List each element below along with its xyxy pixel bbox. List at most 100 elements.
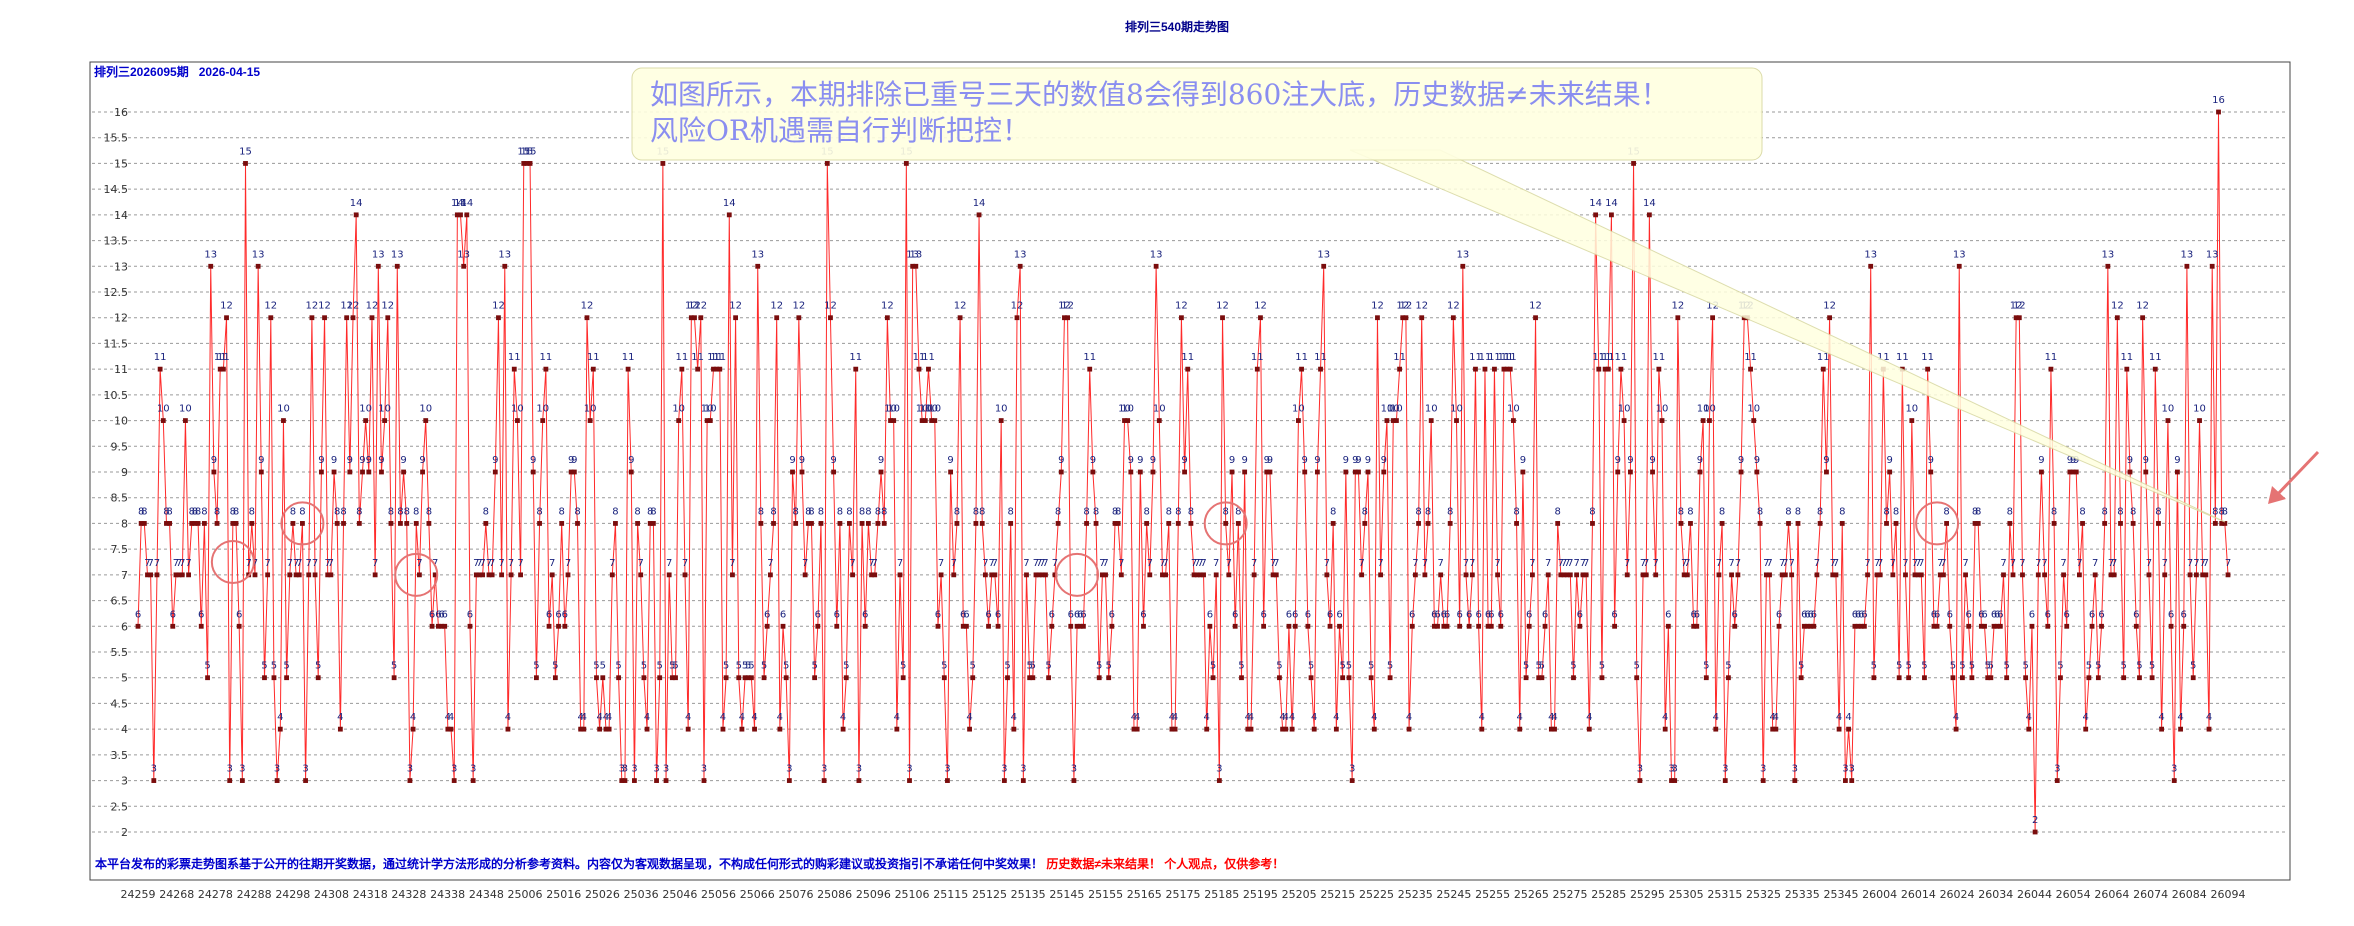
y-tick-label: 3: [121, 775, 128, 788]
data-point: [1558, 572, 1564, 578]
data-label: 4: [445, 712, 451, 723]
data-point: [1928, 469, 1934, 475]
data-label: 10: [1292, 404, 1305, 415]
data-point: [590, 366, 596, 372]
data-point: [964, 623, 969, 629]
data-point: [897, 572, 903, 578]
data-point: [2045, 623, 2051, 629]
data-label: 5: [2190, 661, 2196, 672]
data-label: 7: [1147, 558, 1153, 569]
data-label: 7: [1529, 558, 1535, 569]
data-point: [1074, 623, 1080, 629]
data-point: [967, 726, 972, 732]
data-point: [1213, 572, 1219, 578]
data-point: [1220, 315, 1225, 321]
data-point: [1871, 675, 1877, 681]
data-label: 11: [913, 352, 926, 363]
data-point: [1501, 366, 1507, 372]
data-point: [878, 469, 884, 475]
data-label: 13: [1150, 249, 1163, 260]
data-label: 9: [347, 455, 353, 466]
data-point: [2029, 623, 2035, 629]
data-label: 7: [1640, 558, 1646, 569]
data-label: 7: [1788, 558, 1794, 569]
data-label: 7: [1036, 558, 1042, 569]
data-point: [2020, 572, 2025, 578]
data-label: 11: [1615, 352, 1628, 363]
data-point: [556, 623, 561, 629]
y-tick-label: 9.5: [111, 440, 129, 453]
data-point: [1846, 726, 1851, 732]
data-label: 11: [1251, 352, 1264, 363]
data-point: [1352, 469, 1358, 475]
data-label: 3: [701, 764, 707, 775]
data-label: 7: [1937, 558, 1943, 569]
data-point: [1599, 675, 1605, 681]
x-tick-label: 24318: [353, 888, 388, 901]
data-point: [881, 521, 887, 526]
data-label: 8: [1975, 506, 1981, 517]
x-tick-label: 25135: [1011, 888, 1046, 901]
data-point: [300, 521, 305, 526]
data-point: [783, 675, 789, 681]
data-point: [1893, 521, 1899, 526]
data-point: [688, 315, 694, 321]
data-label: 11: [707, 352, 720, 363]
data-label: 7: [1469, 558, 1475, 569]
data-label: 7: [1766, 558, 1772, 569]
data-point: [1077, 623, 1083, 629]
data-label: 14: [1605, 198, 1618, 209]
data-point: [385, 315, 391, 321]
data-point: [1514, 521, 1519, 526]
data-label: 12: [1011, 301, 1024, 312]
data-label: 7: [2111, 558, 2117, 569]
data-label: 8: [859, 506, 865, 517]
data-label: 9: [359, 455, 365, 466]
data-point: [1710, 315, 1716, 321]
data-point: [1169, 726, 1175, 732]
data-point: [382, 418, 388, 423]
data-label: 8: [1513, 506, 1519, 517]
data-point: [597, 726, 603, 732]
data-label: 7: [185, 558, 191, 569]
data-point: [1798, 675, 1804, 681]
y-axis: 2 2.5 3 3.5 4 4.5 5 5.5 6 6.5 7 7.5 8 8.5 9 9.5 10 10.5 11…: [104, 106, 129, 839]
data-point: [1757, 521, 1763, 526]
data-point: [540, 418, 546, 423]
data-point: [1343, 469, 1349, 475]
data-label: 10: [928, 404, 941, 415]
x-tick-label: 25056: [701, 888, 736, 901]
data-label: 4: [1131, 712, 1137, 723]
data-point: [1536, 675, 1542, 681]
data-label: 7: [1915, 558, 1921, 569]
data-point: [404, 521, 410, 526]
data-label: 6: [1577, 609, 1583, 620]
data-label: 5: [783, 661, 789, 672]
data-label: 5: [811, 661, 817, 672]
data-label: 3: [1722, 764, 1728, 775]
data-point: [410, 726, 416, 732]
data-point: [1454, 418, 1459, 423]
data-point: [334, 521, 340, 526]
data-label: 8: [574, 506, 580, 517]
data-label: 7: [173, 558, 179, 569]
data-label: 6: [1068, 609, 1074, 620]
data-label: 7: [476, 558, 482, 569]
data-label: 3: [407, 764, 413, 775]
data-label: 9: [1615, 455, 1621, 466]
data-label: 7: [1099, 558, 1105, 569]
data-label: 10: [584, 404, 597, 415]
data-point: [2143, 469, 2149, 475]
data-label: 9: [1229, 455, 1235, 466]
data-label: 7: [868, 558, 874, 569]
data-point: [290, 521, 296, 526]
data-label: 12: [381, 301, 394, 312]
data-label: 7: [1226, 558, 1232, 569]
data-point: [619, 778, 625, 783]
data-label: 7: [951, 558, 957, 569]
data-label: 3: [1216, 764, 1222, 775]
data-label: 13: [372, 249, 385, 260]
data-label: 5: [1599, 661, 1605, 672]
data-point: [1308, 675, 1314, 681]
data-label: 7: [144, 558, 150, 569]
